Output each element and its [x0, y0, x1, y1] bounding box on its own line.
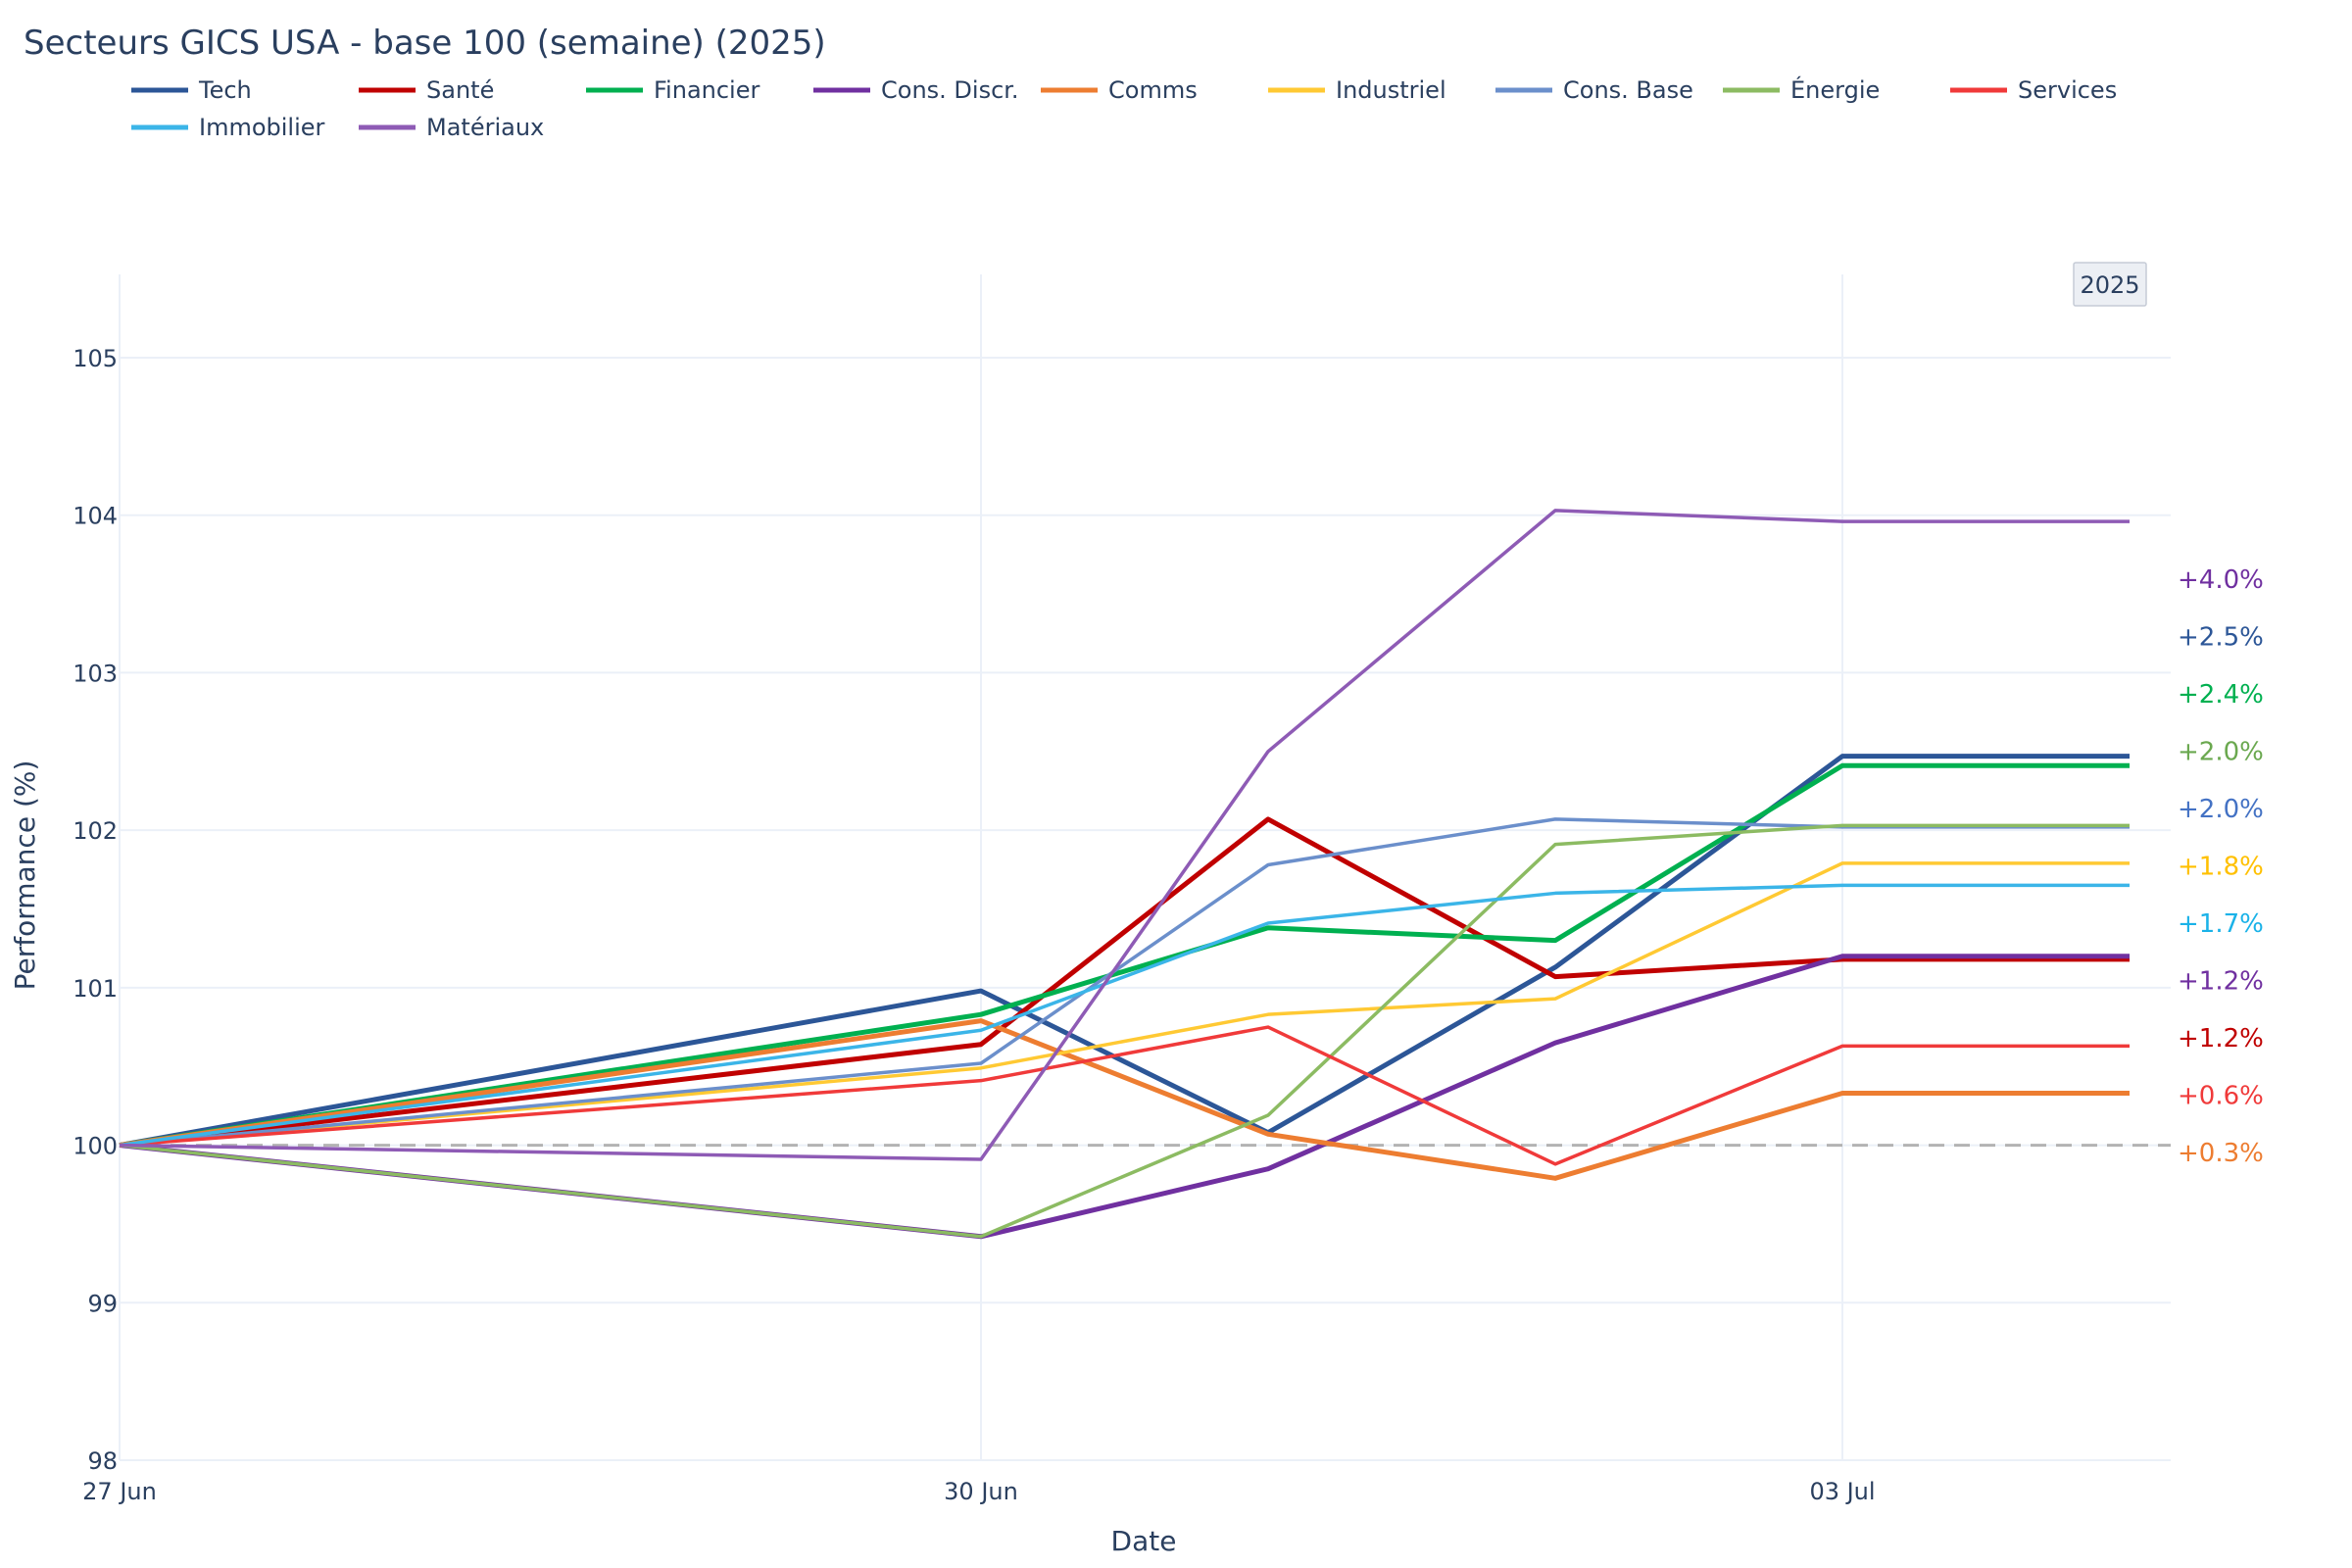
legend-label: Santé [426, 76, 494, 104]
x-axis-ticks: 27 Jun 30 Jun 03 Jul [82, 1478, 1875, 1505]
legend-item[interactable]: Immobilier [131, 114, 325, 141]
end-label: +1.8% [2178, 853, 2264, 882]
end-label: +2.4% [2178, 680, 2264, 710]
end-label: +4.0% [2178, 565, 2264, 595]
end-label: +0.3% [2178, 1139, 2264, 1168]
legend-label: Tech [198, 76, 252, 104]
y-axis-ticks: 98 99 100 101 102 103 104 105 [73, 345, 118, 1475]
grid [119, 274, 2171, 1461]
y-tick-label: 103 [73, 660, 118, 687]
end-label: +2.5% [2178, 623, 2264, 653]
y-tick-label: 99 [87, 1290, 118, 1317]
legend-label: Cons. Discr. [881, 76, 1019, 104]
end-label: +2.0% [2178, 795, 2264, 824]
legend-label: Énergie [1790, 75, 1880, 104]
series-line [119, 1018, 2130, 1181]
year-badge-label: 2025 [2080, 271, 2139, 299]
series-line [119, 754, 2130, 1149]
legend-label: Immobilier [199, 114, 325, 141]
end-label: +0.6% [2178, 1082, 2264, 1111]
series-line [119, 509, 2130, 1161]
legend[interactable]: Tech Santé Financier Cons. Discr. Comms Indus… [131, 75, 2117, 141]
y-tick-label: 100 [73, 1133, 118, 1160]
end-label: +1.7% [2178, 909, 2264, 939]
legend-label: Comms [1108, 76, 1198, 104]
series-line [119, 816, 2130, 1149]
x-axis-label: Date [1111, 1525, 1177, 1557]
x-tick-label: 27 Jun [82, 1478, 157, 1505]
series-line [119, 1025, 2130, 1166]
legend-label: Matériaux [426, 114, 544, 141]
x-tick-label: 30 Jun [944, 1478, 1018, 1505]
legend-item[interactable]: Cons. Discr. [813, 76, 1019, 104]
end-label: +2.0% [2178, 738, 2264, 767]
end-label: +1.2% [2178, 967, 2264, 997]
y-tick-label: 105 [73, 345, 118, 372]
legend-label: Services [2018, 76, 2117, 104]
legend-item[interactable]: Financier [586, 76, 760, 104]
y-tick-label: 101 [73, 975, 118, 1003]
series-lines [119, 509, 2130, 1240]
chart-title: Secteurs GICS USA - base 100 (semaine) (… [24, 24, 826, 63]
y-tick-label: 102 [73, 817, 118, 845]
legend-item[interactable]: Comms [1041, 76, 1198, 104]
y-tick-label: 104 [73, 503, 118, 530]
legend-item[interactable]: Énergie [1723, 75, 1880, 104]
series-line [119, 823, 2130, 1239]
legend-item[interactable]: Matériaux [359, 114, 544, 141]
legend-label: Financier [654, 76, 760, 104]
x-tick-label: 03 Jul [1809, 1478, 1875, 1505]
series-line [119, 861, 2130, 1148]
legend-label: Industriel [1336, 76, 1446, 104]
legend-item[interactable]: Services [1950, 76, 2117, 104]
y-axis-label: Performance (%) [9, 760, 41, 991]
legend-label: Cons. Base [1563, 76, 1693, 104]
end-labels: +4.0% +2.5% +2.4% +2.0% +2.0% +1.8% +1.7% +1.2%… [2178, 565, 2264, 1168]
legend-item[interactable]: Tech [131, 76, 252, 104]
series-line [119, 883, 2130, 1148]
legend-item[interactable]: Cons. Base [1495, 76, 1693, 104]
end-label: +1.2% [2178, 1024, 2264, 1054]
legend-item[interactable]: Industriel [1268, 76, 1446, 104]
legend-item[interactable]: Santé [359, 76, 494, 104]
year-badge: 2025 [2073, 262, 2147, 307]
y-tick-label: 98 [87, 1447, 118, 1475]
series-line [119, 762, 2130, 1149]
